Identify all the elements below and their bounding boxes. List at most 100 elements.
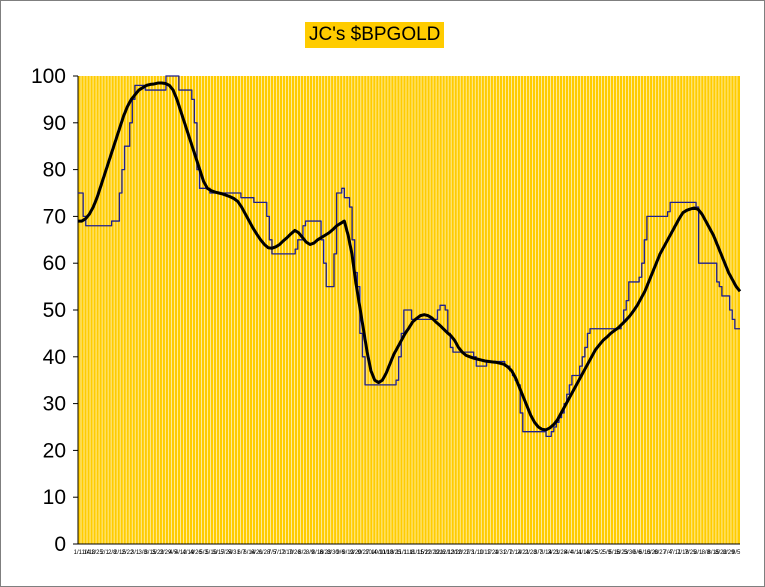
x-tick-label: 2/8 bbox=[108, 550, 117, 556]
x-tick-label: 3/21 bbox=[548, 550, 560, 556]
x-tick-label: 1/25 bbox=[91, 550, 103, 556]
y-tick-label: 20 bbox=[43, 439, 66, 462]
x-tick-label: 11/15 bbox=[409, 550, 424, 556]
x-tick-label: 3/15 bbox=[144, 550, 156, 556]
x-axis: 1/11/41/181/252/1 2/82/152/223/1 3/83/153/… bbox=[74, 543, 741, 556]
x-tick-label: 9/13 bbox=[342, 550, 354, 556]
x-tick-label: 2/14 bbox=[510, 550, 522, 556]
y-tick-label: 30 bbox=[43, 393, 66, 416]
x-tick-label: 6/27 bbox=[654, 550, 666, 556]
y-tick-label: 40 bbox=[43, 346, 66, 369]
x-tick-label: 5/9 bbox=[603, 550, 612, 556]
y-axis: 0 10 20 30 40 50 60 70 80 90 100 bbox=[31, 65, 79, 556]
x-tick-label: 2/22 bbox=[122, 550, 134, 556]
x-tick-label: 2/28 bbox=[525, 550, 537, 556]
x-tick-label: 11/1 bbox=[396, 550, 408, 556]
x-tick-label: 10/18 bbox=[379, 550, 395, 556]
y-tick-label: 70 bbox=[43, 205, 66, 228]
x-tick-label: 6/21 bbox=[251, 550, 263, 556]
x-tick-label: 8/16 bbox=[312, 550, 324, 556]
x-tick-label: 7/25 bbox=[685, 550, 697, 556]
y-tick-label: 80 bbox=[43, 159, 66, 182]
x-tick-label: 1/18 bbox=[84, 550, 96, 556]
x-tick-label: 2/7 bbox=[504, 550, 513, 556]
x-tick-label: 8/9 bbox=[306, 550, 315, 556]
x-tick-label: 12/20 bbox=[447, 550, 463, 556]
x-tick-label: 8/8 bbox=[702, 550, 711, 556]
x-tick-label: 5/30 bbox=[624, 550, 636, 556]
x-tick-label: 5/10 bbox=[205, 550, 217, 556]
x-tick-label: 7/4 bbox=[664, 550, 673, 556]
x-tick-label: 5/31 bbox=[228, 550, 240, 556]
x-tick-label: 6/6 bbox=[633, 550, 642, 556]
y-tick-label: 10 bbox=[43, 486, 66, 509]
y-tick-label: 60 bbox=[43, 252, 66, 275]
x-tick-label: 3/1 bbox=[131, 550, 140, 556]
x-tick-label: 5/24 bbox=[221, 550, 233, 556]
x-tick-label: 6/14 bbox=[243, 550, 255, 556]
x-tick-label: 9/20 bbox=[350, 550, 362, 556]
x-tick-label: 4/12 bbox=[175, 550, 187, 556]
series-lines bbox=[78, 75, 742, 438]
x-tick-label: 11/29 bbox=[425, 550, 440, 556]
y-tick-label: 100 bbox=[31, 65, 66, 88]
x-tick-label: 8/15 bbox=[708, 550, 720, 556]
x-tick-label: 4/5 bbox=[169, 550, 178, 556]
x-tick-label: 8/30 bbox=[327, 550, 339, 556]
x-tick-label: 6/28 bbox=[259, 550, 271, 556]
x-tick-label: 3/22 bbox=[152, 550, 164, 556]
vertical-gridlines bbox=[80, 76, 738, 544]
chart-title: JC's $BPGOLD bbox=[305, 22, 445, 48]
x-tick-label: 3/14 bbox=[540, 550, 552, 556]
x-tick-label: 3/8 bbox=[139, 550, 148, 556]
x-tick-label: 9/5 bbox=[732, 550, 741, 556]
x-tick-label: 7/19 bbox=[281, 550, 293, 556]
x-tick-label: 12/6 bbox=[434, 550, 446, 556]
x-tick-label: 8/23 bbox=[319, 550, 331, 556]
x-tick-label: 5/23 bbox=[616, 550, 628, 556]
x-tick-label: 8/2 bbox=[298, 550, 307, 556]
x-tick-label: 4/26 bbox=[190, 550, 202, 556]
x-tick-label: 7/26 bbox=[289, 550, 301, 556]
y-tick-label: 50 bbox=[43, 299, 66, 322]
x-tick-label: 5/16 bbox=[609, 550, 621, 556]
x-tick-label: 4/19 bbox=[182, 550, 194, 556]
x-tick-label: 5/3 bbox=[199, 550, 208, 556]
x-tick-label: 7/11 bbox=[670, 550, 682, 556]
smoothed-series-line bbox=[78, 81, 742, 432]
x-tick-label: 3/29 bbox=[160, 550, 172, 556]
x-tick-label: 4/11 bbox=[571, 550, 583, 556]
x-tick-label: 1/31 bbox=[494, 550, 506, 556]
x-tick-label: 2/15 bbox=[114, 550, 126, 556]
x-tick-label: 6/7 bbox=[237, 550, 246, 556]
x-tick-label: 7/18 bbox=[677, 550, 689, 556]
x-tick-label: 4/25 bbox=[586, 550, 598, 556]
x-tick-label: 1/11/4 bbox=[74, 550, 91, 556]
y-tick-label: 0 bbox=[54, 533, 66, 556]
x-tick-label: 8/29 bbox=[723, 550, 735, 556]
x-tick-label: 1/24 bbox=[487, 550, 499, 556]
x-tick-label: 10/11 bbox=[371, 550, 386, 556]
x-tick-label: 5/17 bbox=[213, 550, 225, 556]
x-tick-label: 4/4 bbox=[565, 550, 574, 556]
x-tick-label: 1/17 bbox=[479, 550, 491, 556]
x-tick-label: 12/27 bbox=[455, 550, 471, 556]
x-tick-label: 7/12 bbox=[274, 550, 286, 556]
x-tick-label: 3/28 bbox=[555, 550, 567, 556]
x-tick-label: 6/20 bbox=[647, 550, 659, 556]
x-tick-label: 7/5 bbox=[268, 550, 277, 556]
x-tick-label: 5/2 bbox=[595, 550, 604, 556]
x-tick-label: 8/22 bbox=[715, 550, 727, 556]
y-tick-label: 90 bbox=[43, 112, 66, 135]
x-tick-label: 10/25 bbox=[386, 550, 402, 556]
x-tick-label: 10/4 bbox=[365, 550, 377, 556]
x-tick-label: 4/18 bbox=[578, 550, 590, 556]
x-tick-label: 9/6 bbox=[336, 550, 345, 556]
x-tick-label: 2/1 bbox=[100, 550, 109, 556]
x-tick-label: 2/21 bbox=[517, 550, 529, 556]
x-tick-label: 1/3 bbox=[466, 550, 475, 556]
x-tick-label: 11/8 bbox=[403, 550, 415, 556]
x-tick-label: 9/27 bbox=[358, 550, 370, 556]
x-tick-label: 3/7 bbox=[534, 550, 543, 556]
